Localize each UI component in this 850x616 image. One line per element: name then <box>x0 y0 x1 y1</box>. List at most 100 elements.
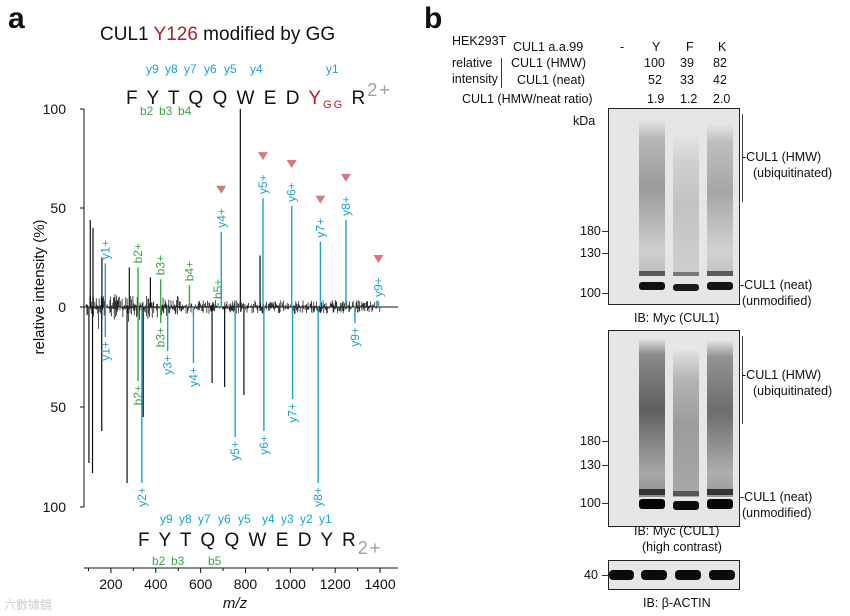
top-charge: 2+ <box>367 80 392 100</box>
panel-a-letter: a <box>8 2 25 35</box>
ion-label-top-y8+: y8+ <box>339 196 353 216</box>
row-neat-v3: 42 <box>713 73 727 87</box>
row-hmw-v2: 39 <box>680 56 694 70</box>
blot2-marker-100: 100 <box>580 496 601 510</box>
blot2-label-neat-sub: (unmodified) <box>742 506 812 520</box>
ion-label-bottom-y3+: y3+ <box>161 355 175 375</box>
blot1-label-neat-sub: (unmodified) <box>742 294 812 308</box>
blot1-tick-100 <box>602 293 608 294</box>
bot-y8: y8 <box>179 512 192 526</box>
marker-triangle <box>286 160 297 169</box>
top-y9: y9 <box>146 62 159 76</box>
top-y7: y7 <box>184 62 197 76</box>
blot3-tick-40 <box>602 575 608 576</box>
blot1-label-neat: -CUL1 (neat) <box>740 278 813 292</box>
mirror-spectrum: 100 50 0 50 100 relative intensity (%) 200 400 6… <box>31 101 398 612</box>
blot3-caption: IB: β-ACTIN <box>643 596 711 610</box>
lane-K: K <box>718 40 727 54</box>
row-hmw-label: CUL1 (HMW) <box>511 56 586 70</box>
x-tick-label: 600 <box>189 576 213 592</box>
blot1-label-hmw-sub: (ubiquitinated) <box>753 166 833 180</box>
top-y4: y4 <box>250 62 263 76</box>
bot-y4: y4 <box>262 512 275 526</box>
blot2-bands <box>639 339 733 510</box>
rel-int-label-2: intensity <box>452 72 498 86</box>
row-neat-label: CUL1 (neat) <box>517 73 586 87</box>
watermark: 六數據鏡 <box>4 598 53 612</box>
ion-label-bottom-y2+: y2+ <box>135 487 149 507</box>
ion-label-top-b2+: b2+ <box>131 243 145 263</box>
bot-y7: y7 <box>198 512 211 526</box>
blot2-label-neat: -CUL1 (neat) <box>740 490 813 504</box>
blot2-caption-2: (high contrast) <box>642 540 722 554</box>
ion-label-bottom-b3+: b3+ <box>154 327 168 347</box>
blot2-tick-180 <box>602 441 608 442</box>
blot2-tick-100 <box>602 503 608 504</box>
x-tick-label: 1200 <box>320 576 351 592</box>
y-axis-label: relative intensity (%) <box>31 219 48 354</box>
ion-label-bottom-b2+: b2+ <box>131 385 145 405</box>
bot-res-5: W <box>248 530 269 551</box>
blot1-tick-180 <box>602 231 608 232</box>
blot1-label-hmw: -CUL1 (HMW) <box>742 150 822 164</box>
title-suffix: modified by GG <box>197 24 336 45</box>
ion-label-bottom-y8+: y8+ <box>311 487 325 507</box>
bot-res-4: Q <box>224 530 242 551</box>
panel-a-title: CUL1 Y126 modified by GG <box>100 24 335 46</box>
bot-res-3: Q <box>200 530 218 551</box>
marker-triangle <box>340 173 351 182</box>
x-tick-label: 1000 <box>275 576 306 592</box>
row-ratio-v1: 1.9 <box>647 92 665 106</box>
x-axis-label: m/z <box>223 595 248 612</box>
top-res-2: T <box>167 88 182 109</box>
ion-label-top-y1+: y1+ <box>98 240 112 260</box>
x-tick-label: 400 <box>144 576 168 592</box>
top-peptide: F Y T Q Q W E D YGG R2+ <box>126 80 392 111</box>
ion-label-top-y6+: y6+ <box>285 182 299 202</box>
blot3-marker-40: 40 <box>584 568 598 582</box>
row-ratio-v3: 2.0 <box>713 92 731 106</box>
bot-y9: y9 <box>160 512 173 526</box>
bot-res-7: D <box>297 530 314 551</box>
top-b2: b2 <box>140 104 154 118</box>
bottom-charge: 2+ <box>357 538 383 558</box>
marker-triangle <box>257 152 268 161</box>
bot-y1: y1 <box>319 512 332 526</box>
row-neat-v2: 33 <box>680 73 694 87</box>
western-blot-myc <box>608 108 740 305</box>
top-res-3: Q <box>188 88 206 109</box>
ion-label-top-y9+: y9+ <box>371 277 385 297</box>
bot-b2: b2 <box>152 554 166 568</box>
blot1-caption: IB: Myc (CUL1) <box>634 311 720 325</box>
blot2-label-hmw: -CUL1 (HMW) <box>742 368 822 382</box>
bot-y6: y6 <box>218 512 231 526</box>
x-tick-label: 1400 <box>364 576 395 592</box>
ion-label-top-b4+: b4+ <box>182 261 196 281</box>
marker-triangle <box>315 195 326 204</box>
ion-label-bottom-y5+: y5+ <box>228 441 242 461</box>
lane-F: F <box>686 40 694 54</box>
ion-label-bottom-y4+: y4+ <box>186 367 200 387</box>
cell-line: HEK293T <box>452 34 507 48</box>
blot1-bands <box>639 119 733 291</box>
bot-y2: y2 <box>300 512 313 526</box>
ion-label-top-b3+: b3+ <box>154 255 168 275</box>
western-blot-actin <box>608 560 740 590</box>
top-b4: b4 <box>178 104 192 118</box>
blot2-marker-130: 130 <box>580 458 601 472</box>
marker-triangle <box>216 185 227 194</box>
blot2-hmw-bracket <box>742 336 743 424</box>
top-y5: y5 <box>224 62 237 76</box>
kda-label: kDa <box>573 114 596 128</box>
top-mod-sub: GG <box>323 99 345 111</box>
lane-Y: Y <box>652 40 661 54</box>
y-tick-label-bottom: 50 <box>50 399 66 415</box>
western-blot-myc-high-contrast <box>608 330 740 527</box>
rel-int-bracket <box>501 58 502 88</box>
ion-label-bottom-y6+: y6+ <box>257 435 271 455</box>
bot-res-2: T <box>179 530 194 551</box>
blot1-marker-100: 100 <box>580 286 601 300</box>
bot-b5: b5 <box>208 554 222 568</box>
top-y8: y8 <box>165 62 178 76</box>
bot-res-8: Y <box>320 530 335 551</box>
